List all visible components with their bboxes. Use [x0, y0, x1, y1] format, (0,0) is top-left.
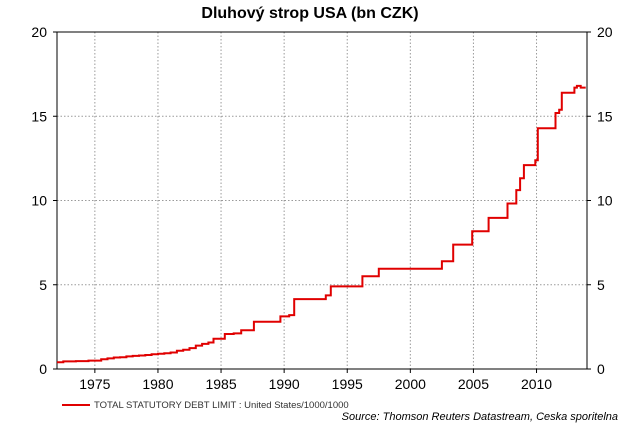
y-right-tick-label: 10	[597, 193, 613, 209]
y-axis-left: 0 5 10 15 20	[31, 24, 57, 377]
x-tick-label: 2000	[395, 376, 426, 392]
y-left-tick-label: 20	[31, 24, 47, 40]
x-tick-label: 2010	[521, 376, 552, 392]
plot-frame	[56, 31, 588, 370]
y-axis-right: 0 5 10 15 20	[587, 24, 613, 377]
debt-limit-series-line	[57, 84, 586, 364]
x-tick-label: 1985	[205, 376, 236, 392]
legend: TOTAL STATUTORY DEBT LIMIT : United Stat…	[62, 400, 349, 411]
y-right-tick-label: 5	[597, 277, 605, 293]
y-left-tick-label: 5	[39, 277, 47, 293]
x-tick-label: 1975	[79, 376, 110, 392]
source-note: Source: Thomson Reuters Datastream, Cesk…	[342, 411, 618, 423]
x-tick-label: 1980	[142, 376, 173, 392]
x-tick-label: 1990	[269, 376, 300, 392]
y-right-tick-label: 15	[597, 108, 613, 124]
legend-label: TOTAL STATUTORY DEBT LIMIT : United Stat…	[94, 400, 349, 411]
y-left-tick-label: 10	[31, 193, 47, 209]
y-right-tick-label: 20	[597, 24, 613, 40]
y-left-tick-label: 0	[39, 361, 47, 377]
grid-lines	[57, 32, 587, 369]
x-axis: 1975 1980 1985 1990 1995 2000 2005 2010	[79, 369, 552, 392]
x-tick-label: 2005	[458, 376, 489, 392]
y-left-tick-label: 15	[31, 108, 47, 124]
y-right-tick-label: 0	[597, 361, 605, 377]
x-tick-label: 1995	[332, 376, 363, 392]
chart-title: Dluhový strop USA (bn CZK)	[201, 5, 418, 22]
